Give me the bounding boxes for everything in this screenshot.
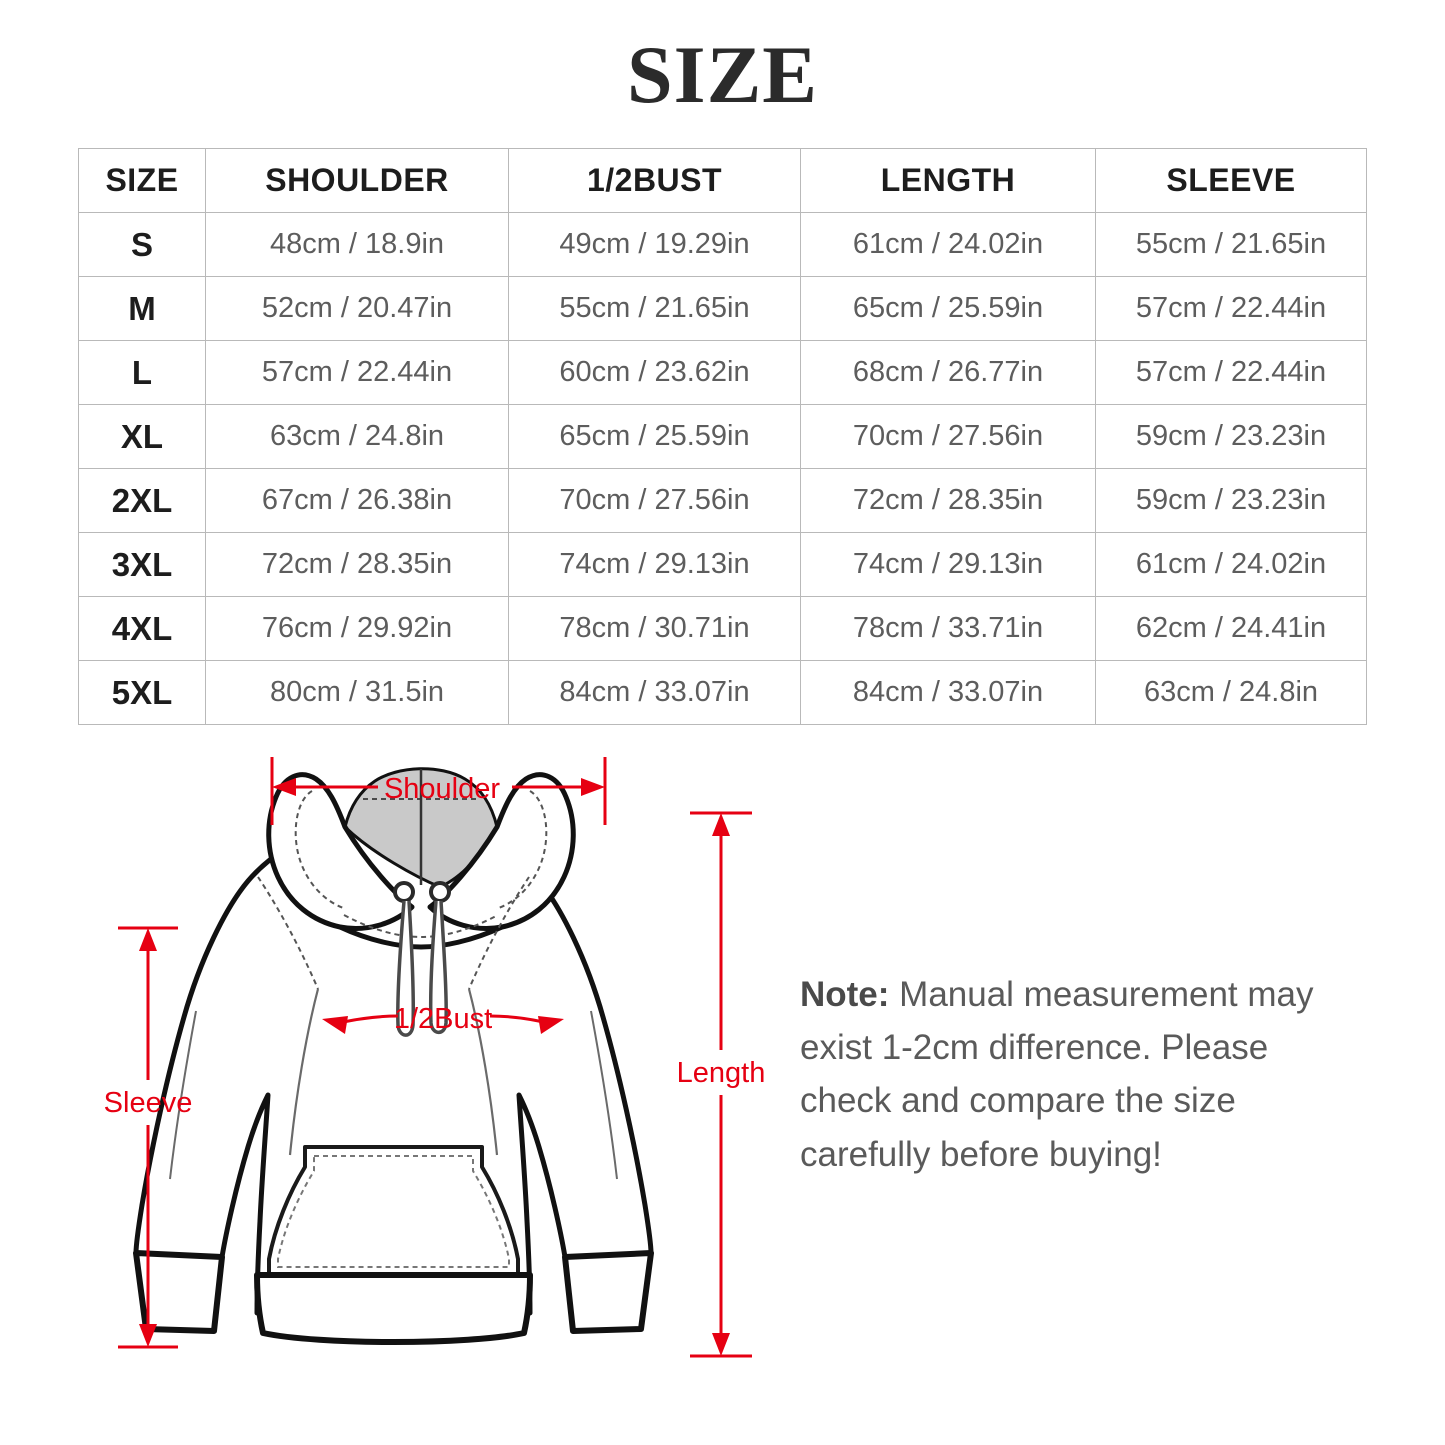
shoulder-seam-right [468, 876, 530, 990]
cell-sleeve: 57cm / 22.44in [1095, 276, 1367, 341]
bust-label: 1/2Bust [394, 1003, 492, 1035]
table-row: 2XL 67cm / 26.38in 70cm / 27.56in 72cm /… [78, 468, 1367, 533]
cell-sleeve: 61cm / 24.02in [1095, 532, 1367, 597]
length-arrowhead-bottom [712, 1333, 730, 1356]
sleeve-fold-right [590, 1010, 618, 1180]
cell-length: 74cm / 29.13in [800, 532, 1096, 597]
cell-size: L [78, 340, 206, 405]
cell-bust: 49cm / 19.29in [508, 212, 801, 277]
cell-bust: 78cm / 30.71in [508, 596, 801, 661]
note-text: Manual measurement may exist 1-2cm diffe… [800, 975, 1314, 1174]
cell-shoulder: 57cm / 22.44in [205, 340, 509, 405]
armhole-right [467, 988, 499, 1156]
cell-length: 72cm / 28.35in [800, 468, 1096, 533]
cell-size: 5XL [78, 660, 206, 725]
drawstring-left [396, 900, 416, 1037]
sleeve-fold-left [169, 1010, 197, 1180]
cell-length: 65cm / 25.59in [800, 276, 1096, 341]
table-row: S 48cm / 18.9in 49cm / 19.29in 61cm / 24… [78, 212, 1367, 277]
sleeve-arrowhead-bottom [139, 1324, 157, 1347]
sleeve-label: Sleeve [104, 1087, 193, 1119]
cell-sleeve: 63cm / 24.8in [1095, 660, 1367, 725]
cell-sleeve: 57cm / 22.44in [1095, 340, 1367, 405]
cell-shoulder: 52cm / 20.47in [205, 276, 509, 341]
drawstring-right [428, 900, 448, 1035]
hood-right-stitch [495, 790, 548, 910]
cell-length: 84cm / 33.07in [800, 660, 1096, 725]
table-row: 5XL 80cm / 31.5in 84cm / 33.07in 84cm / … [78, 660, 1367, 725]
eyelet-right [429, 881, 451, 903]
cell-bust: 55cm / 21.65in [508, 276, 801, 341]
cell-length: 78cm / 33.71in [800, 596, 1096, 661]
hem-band [254, 1272, 533, 1345]
shoulder-arrowhead-left [272, 778, 296, 796]
size-table: SIZE SHOULDER 1/2BUST LENGTH SLEEVE S 48… [78, 148, 1367, 725]
cuff-right [562, 1250, 654, 1334]
column-header-size: SIZE [78, 148, 206, 213]
cell-shoulder: 63cm / 24.8in [205, 404, 509, 469]
length-arrowhead-top [712, 813, 730, 836]
table-header-row: SIZE SHOULDER 1/2BUST LENGTH SLEEVE [78, 148, 1367, 213]
cell-shoulder: 67cm / 26.38in [205, 468, 509, 533]
hoodie-measurement-diagram: Shoulder 1/2Bust Sleeve [0, 735, 790, 1385]
table-row: M 52cm / 20.47in 55cm / 21.65in 65cm / 2… [78, 276, 1367, 341]
cell-shoulder: 80cm / 31.5in [205, 660, 509, 725]
pocket-stitch [277, 1155, 510, 1268]
column-header-shoulder: SHOULDER [205, 148, 509, 213]
cell-sleeve: 59cm / 23.23in [1095, 468, 1367, 533]
table-row: L 57cm / 22.44in 60cm / 23.62in 68cm / 2… [78, 340, 1367, 405]
cell-shoulder: 72cm / 28.35in [205, 532, 509, 597]
measurement-guides: Shoulder 1/2Bust Sleeve [104, 757, 766, 1358]
cell-shoulder: 48cm / 18.9in [205, 212, 509, 277]
shoulder-label: Shoulder [384, 773, 500, 805]
hood-neckband [338, 924, 504, 950]
cell-bust: 60cm / 23.62in [508, 340, 801, 405]
column-header-sleeve: SLEEVE [1095, 148, 1367, 213]
cell-bust: 65cm / 25.59in [508, 404, 801, 469]
cell-bust: 70cm / 27.56in [508, 468, 801, 533]
table-row: XL 63cm / 24.8in 65cm / 25.59in 70cm / 2… [78, 404, 1367, 469]
cell-length: 61cm / 24.02in [800, 212, 1096, 277]
cell-size: 4XL [78, 596, 206, 661]
cell-size: XL [78, 404, 206, 469]
cell-sleeve: 62cm / 24.41in [1095, 596, 1367, 661]
sleeve-arrowhead-top [139, 928, 157, 951]
column-header-length: LENGTH [800, 148, 1096, 213]
cell-size: S [78, 212, 206, 277]
cell-size: M [78, 276, 206, 341]
cuff-left [133, 1250, 225, 1334]
shoulder-arrowhead-right [581, 778, 605, 796]
hood-right-panel [427, 772, 576, 931]
neckband-stitch [343, 914, 499, 939]
note-label: Note: [800, 975, 890, 1014]
shoulder-seam-left [257, 876, 319, 990]
armhole-left [288, 988, 320, 1156]
cell-length: 70cm / 27.56in [800, 404, 1096, 469]
length-label: Length [677, 1057, 766, 1089]
cell-sleeve: 59cm / 23.23in [1095, 404, 1367, 469]
cell-length: 68cm / 26.77in [800, 340, 1096, 405]
column-header-bust: 1/2BUST [508, 148, 801, 213]
cell-sleeve: 55cm / 21.65in [1095, 212, 1367, 277]
cell-size: 2XL [78, 468, 206, 533]
cell-size: 3XL [78, 532, 206, 597]
bust-arrowhead-right [538, 1016, 564, 1034]
measurement-note: Note: Manual measurement may exist 1-2cm… [800, 968, 1365, 1181]
bust-arrowhead-left [322, 1016, 348, 1034]
cell-bust: 84cm / 33.07in [508, 660, 801, 725]
kangaroo-pocket [267, 1145, 520, 1277]
hood-left-stitch [294, 790, 347, 910]
cell-bust: 74cm / 29.13in [508, 532, 801, 597]
cell-shoulder: 76cm / 29.92in [205, 596, 509, 661]
eyelet-left [393, 881, 415, 903]
page-title: SIZE [627, 29, 818, 120]
table-row: 3XL 72cm / 28.35in 74cm / 29.13in 74cm /… [78, 532, 1367, 597]
hoodie-illustration [133, 767, 654, 1345]
table-row: 4XL 76cm / 29.92in 78cm / 30.71in 78cm /… [78, 596, 1367, 661]
